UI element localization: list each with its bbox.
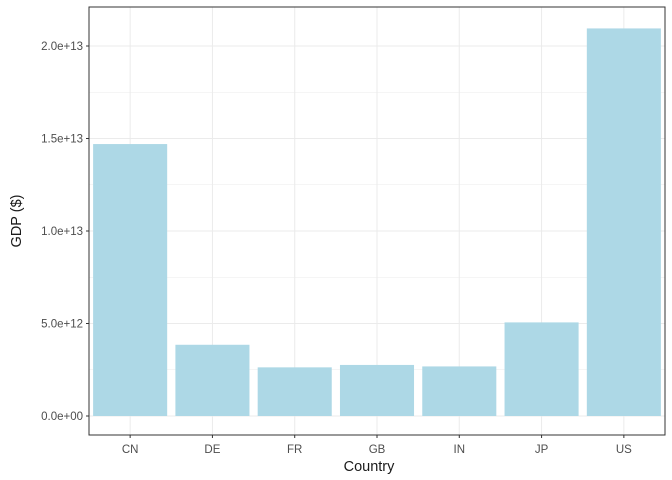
bar-de bbox=[175, 344, 250, 416]
bar-gb bbox=[339, 364, 415, 416]
x-tick-label: JP bbox=[535, 444, 549, 456]
bar-in bbox=[422, 366, 497, 416]
bar-cn bbox=[93, 144, 168, 417]
y-tick-label: 5.0e+12 bbox=[41, 319, 83, 331]
bars bbox=[93, 28, 661, 417]
bar-us bbox=[586, 28, 661, 417]
y-tick-label: 0.0e+00 bbox=[41, 411, 83, 423]
y-axis-title: GDP ($) bbox=[9, 195, 25, 248]
x-tick-label: GB bbox=[369, 444, 386, 456]
x-axis-title: Country bbox=[344, 459, 396, 475]
x-tick-label: CN bbox=[122, 444, 139, 456]
y-tick-label: 1.0e+13 bbox=[41, 226, 83, 238]
x-tick-label: IN bbox=[454, 444, 466, 456]
y-tick-label: 2.0e+13 bbox=[41, 41, 83, 53]
x-tick-label: DE bbox=[204, 444, 220, 456]
x-tick-label: FR bbox=[287, 444, 302, 456]
bar-fr bbox=[257, 367, 332, 416]
y-tick-label: 1.5e+13 bbox=[41, 134, 83, 146]
bar-jp bbox=[504, 322, 579, 416]
x-tick-label: US bbox=[616, 444, 632, 456]
axis-ticks: 0.0e+00 5.0e+12 1.0e+13 1.5e+13 2.0e+13 CN DE F… bbox=[41, 41, 632, 456]
